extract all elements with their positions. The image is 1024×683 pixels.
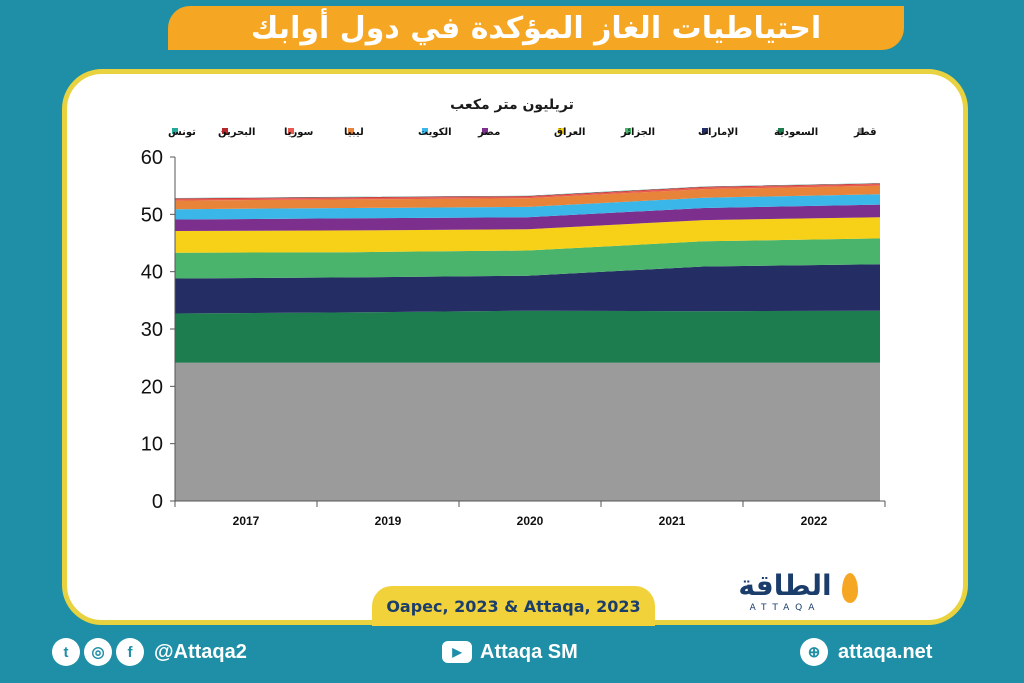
legend-swatch bbox=[172, 128, 178, 134]
x-tick-label: 2022 bbox=[801, 514, 828, 528]
logo-latin: ATTAQA bbox=[749, 603, 821, 613]
y-tick-label: 50 bbox=[141, 204, 163, 226]
flame-drop-icon bbox=[842, 573, 858, 603]
y-axis: 0 10 20 30 40 50 60 bbox=[141, 147, 176, 513]
legend-swatch bbox=[482, 128, 488, 134]
website-link[interactable]: attaqa.net bbox=[838, 640, 933, 663]
legend-label: قطر bbox=[853, 127, 877, 138]
legend-label: الكويت bbox=[418, 127, 452, 138]
legend: قطر السعودية الإمارات الجزائر العراق مصر الكوي… bbox=[168, 127, 877, 138]
legend-label: العراق bbox=[554, 127, 585, 138]
area-series-2 bbox=[175, 264, 880, 314]
area-series-4 bbox=[175, 217, 880, 253]
area-series-1 bbox=[175, 310, 880, 363]
legend-swatch bbox=[858, 128, 864, 134]
legend-label: سوريا bbox=[284, 127, 314, 138]
x-tick-label: 2020 bbox=[517, 514, 544, 528]
social-footer: t ◎ f @Attaqa2 bbox=[52, 636, 247, 668]
legend-swatch bbox=[702, 128, 708, 134]
page-title: احتياطيات الغاز المؤكدة في دول أوابك bbox=[250, 10, 822, 46]
legend-label: تونس bbox=[168, 127, 196, 138]
y-tick-label: 60 bbox=[141, 147, 163, 169]
legend-label: البحرين bbox=[218, 127, 255, 138]
chart: تريليون متر مكعب قطر السعودية الإمارات الجز… bbox=[141, 97, 886, 528]
legend-swatch bbox=[625, 128, 631, 134]
legend-label: السعودية bbox=[774, 127, 818, 138]
website-footer: ⊕ attaqa.net bbox=[800, 636, 932, 668]
facebook-icon[interactable]: f bbox=[116, 638, 144, 666]
area-series-7 bbox=[175, 185, 880, 210]
legend-swatch bbox=[222, 128, 228, 134]
y-tick-label: 20 bbox=[141, 376, 163, 398]
y-tick-label: 10 bbox=[141, 434, 163, 456]
social-handle[interactable]: @Attaqa2 bbox=[154, 640, 247, 663]
legend-swatch bbox=[288, 128, 294, 134]
x-tick-label: 2017 bbox=[233, 514, 260, 528]
x-tick-label: 2019 bbox=[375, 514, 402, 528]
y-tick-label: 30 bbox=[141, 319, 163, 341]
x-tick-label: 2021 bbox=[659, 514, 686, 528]
area-series-3 bbox=[175, 238, 880, 279]
attaqa-logo: الطاقة ATTAQA bbox=[730, 569, 860, 621]
source-badge: Oapec, 2023 & Attaqa, 2023 bbox=[372, 586, 655, 626]
legend-swatch bbox=[778, 128, 784, 134]
youtube-icon[interactable]: ▶ bbox=[442, 641, 472, 663]
area-series-0 bbox=[175, 362, 880, 501]
area-series-10 bbox=[175, 183, 880, 199]
chart-title: تريليون متر مكعب bbox=[450, 97, 574, 113]
legend-swatch bbox=[558, 128, 564, 134]
y-tick-label: 0 bbox=[152, 491, 163, 513]
globe-icon[interactable]: ⊕ bbox=[800, 638, 828, 666]
area-series-5 bbox=[175, 204, 880, 231]
youtube-footer: ▶ Attaqa SM bbox=[442, 636, 578, 668]
logo-arabic: الطاقة bbox=[738, 569, 832, 602]
x-axis: 2017 2019 2020 2021 2022 bbox=[174, 500, 886, 528]
youtube-channel[interactable]: Attaqa SM bbox=[480, 640, 578, 663]
legend-label: الإمارات bbox=[698, 127, 738, 138]
legend-label: مصر bbox=[477, 127, 500, 138]
area-series-9 bbox=[175, 183, 880, 199]
legend-label: الجزائر bbox=[620, 127, 655, 138]
y-tick-label: 40 bbox=[141, 262, 163, 284]
areas bbox=[175, 183, 880, 501]
area-series-8 bbox=[175, 183, 880, 201]
legend-swatch bbox=[422, 128, 428, 134]
twitter-icon[interactable]: t bbox=[52, 638, 80, 666]
legend-label: ليبيا bbox=[344, 127, 364, 138]
title-banner: احتياطيات الغاز المؤكدة في دول أوابك bbox=[168, 6, 904, 50]
legend-swatch bbox=[348, 128, 354, 134]
instagram-icon[interactable]: ◎ bbox=[84, 638, 112, 666]
